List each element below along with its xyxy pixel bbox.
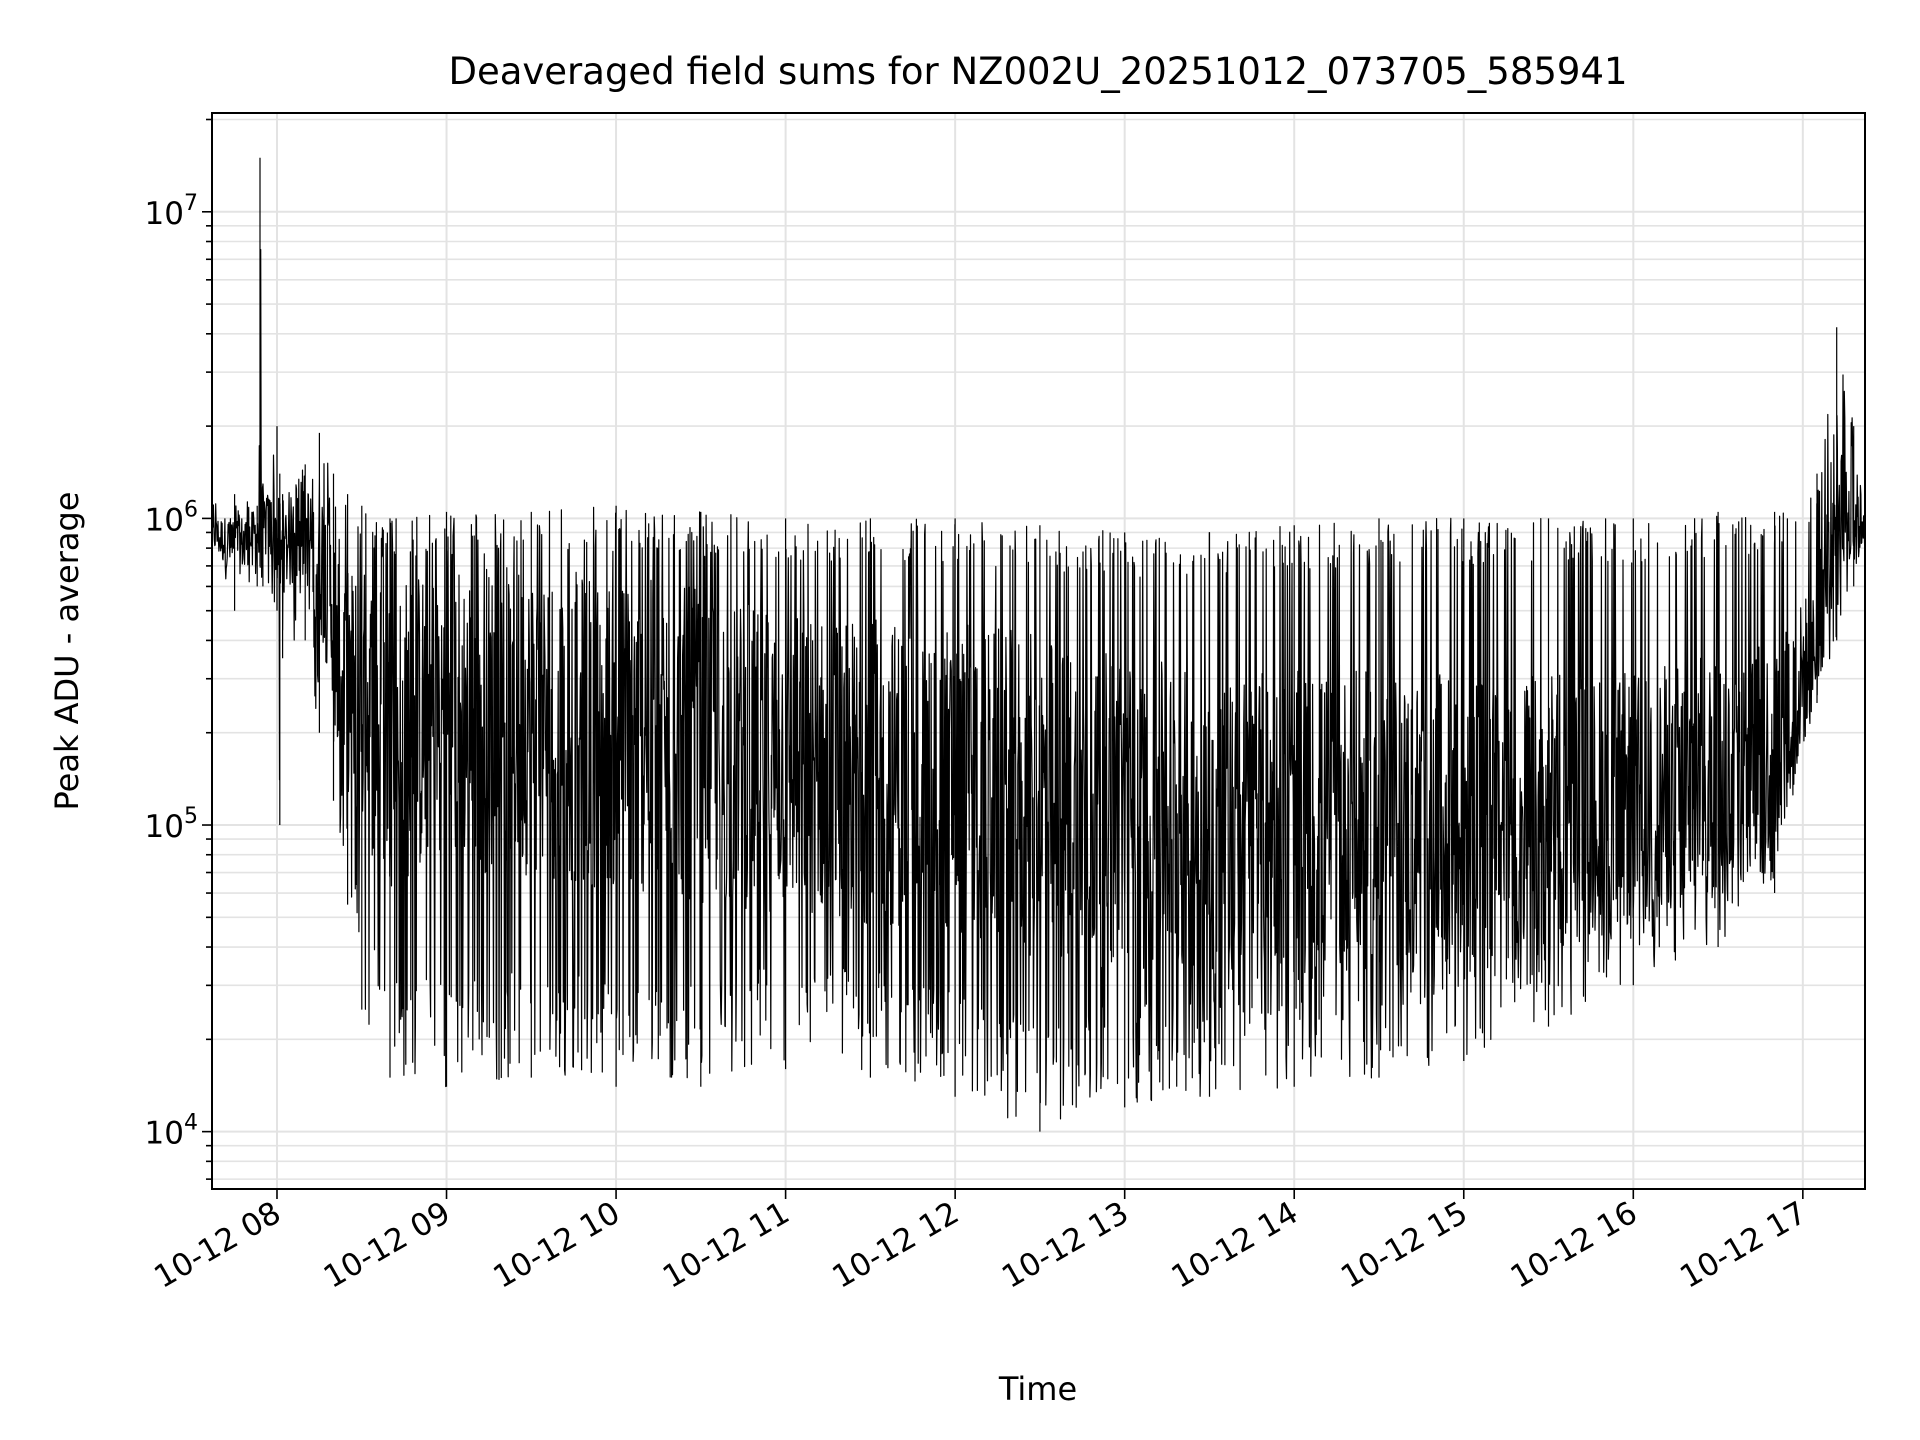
grid-lines	[212, 113, 1865, 1189]
x-tick-label: 10-12 08	[148, 1195, 287, 1296]
x-tick-label: 10-12 10	[487, 1195, 626, 1296]
y-tick-label: 104	[145, 1111, 198, 1152]
x-tick-label: 10-12 16	[1505, 1195, 1644, 1296]
y-tick-label: 105	[145, 804, 198, 845]
x-tick-label: 10-12 12	[826, 1195, 965, 1296]
y-axis-ticks: 104 105 106 107	[145, 118, 212, 1180]
x-tick-label: 10-12 14	[1166, 1195, 1305, 1296]
plot-frame	[211, 112, 1866, 1190]
y-tick-label: 107	[145, 191, 198, 232]
x-tick-label: 10-12 17	[1674, 1195, 1813, 1296]
y-axis-label: Peak ADU - average	[48, 492, 86, 811]
x-axis-ticks: 10-12 08 10-12 09 10-12 10 10-12 11 10-12 12…	[148, 1189, 1813, 1296]
x-tick-label: 10-12 11	[657, 1195, 796, 1296]
x-tick-label: 10-12 09	[318, 1195, 457, 1296]
chart-title: Deaveraged field sums for NZ002U_2025101…	[448, 50, 1627, 93]
series-path	[211, 157, 1866, 1132]
x-tick-label: 10-12 15	[1335, 1195, 1474, 1296]
x-axis-label: Time	[998, 1370, 1077, 1408]
x-tick-label: 10-12 13	[996, 1195, 1135, 1296]
y-tick-label: 106	[145, 497, 198, 538]
series-line	[211, 157, 1866, 1132]
